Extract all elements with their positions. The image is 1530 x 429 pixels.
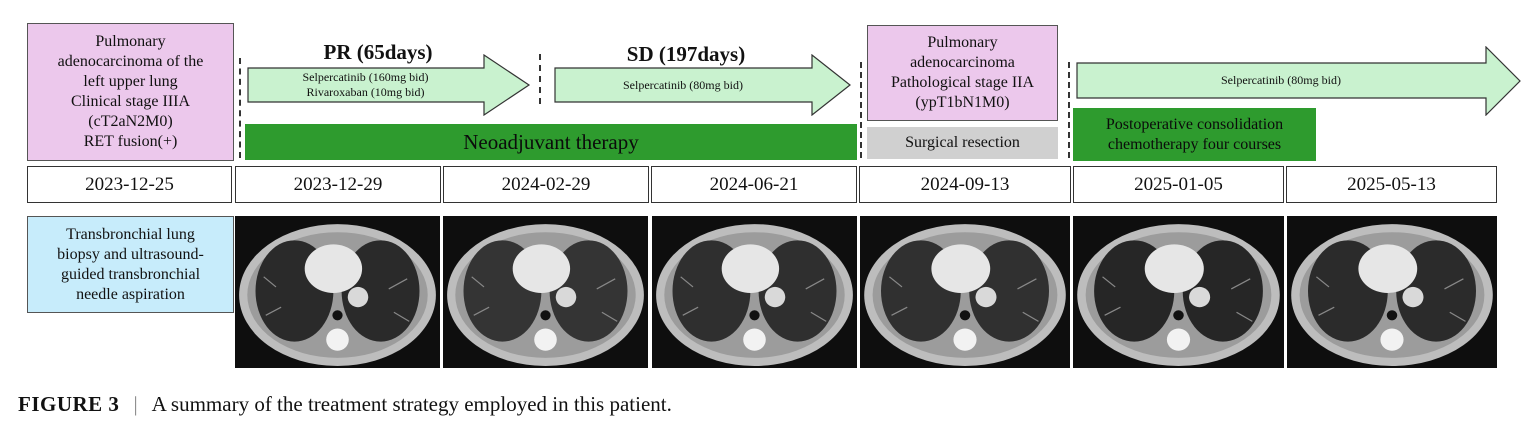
diagnosis-line: (cT2aN2M0) [88,113,173,130]
pathology-line: adenocarcinoma [910,54,1015,71]
caption-separator: | [133,392,138,416]
timeline-divider [539,54,541,104]
postop-line: chemotherapy four courses [1107,135,1282,153]
arrow-shape [247,54,531,116]
pathology-box: Pulmonary adenocarcinoma Pathological st… [867,25,1058,121]
figure-caption: FIGURE 3 | A summary of the treatment stra… [18,392,1218,417]
date-cell: 2024-06-21 [651,166,857,203]
date-cell: 2023-12-29 [235,166,441,203]
drug-line: Selpercatinib (80mg bid) [1221,73,1341,87]
date-text: 2025-01-05 [1134,173,1223,195]
arrow-text: Selpercatinib (80mg bid) [1076,63,1486,98]
treatment-arrow-3: Selpercatinib (80mg bid) [1076,46,1522,116]
figure-label: FIGURE 3 [18,392,120,416]
biopsy-line: Transbronchial lung [66,225,195,243]
phase-label-pr: PR (65days) [323,40,433,64]
diagnosis-line: Clinical stage IIIA [70,93,191,110]
neoadjuvant-therapy-bar: Neoadjuvant therapy [245,124,857,160]
timeline-divider [860,62,862,158]
date-text: 2024-06-21 [709,173,799,195]
ct-scan-image [1287,216,1497,368]
ct-scan-image [443,216,648,368]
timeline-divider [239,58,241,158]
date-text: 2023-12-25 [85,173,174,195]
arrow-shape [554,54,851,116]
ct-scan-image [652,216,857,368]
phase-label-sd: SD (197days) [626,42,746,66]
diagnosis-line: RET fusion(+) [83,133,178,150]
biopsy-line: guided transbronchial [60,265,201,283]
ct-scan-image [1073,216,1284,368]
diagnosis-line: adenocarcinoma of the [57,53,204,70]
arrow-text: Selpercatinib (80mg bid) [554,68,812,102]
date-text: 2024-02-29 [501,173,591,195]
neoadjuvant-label: Neoadjuvant therapy [463,129,639,154]
date-text: 2023-12-29 [293,173,383,195]
date-cell: 2025-01-05 [1073,166,1284,203]
biopsy-box: Transbronchial lung biopsy and ultrasoun… [27,216,234,313]
date-cell: 2023-12-25 [27,166,232,203]
date-cell: 2024-09-13 [859,166,1071,203]
surgery-label: Surgical resection [905,134,1020,151]
surgical-resection-bar: Surgical resection [867,127,1058,159]
caption-text: A summary of the treatment strategy empl… [151,392,672,416]
treatment-arrow-1: Selpercatinib (160mg bid) Rivaroxaban (1… [247,54,531,116]
ct-scan-image [235,216,440,368]
timeline-divider [1068,62,1070,158]
postop-line: Postoperative consolidation [1105,115,1284,133]
diagnosis-line: left upper lung [83,73,178,90]
date-cell: 2025-05-13 [1286,166,1497,203]
date-text: 2024-09-13 [920,173,1010,195]
drug-line: Rivaroxaban (10mg bid) [306,85,425,99]
drug-line: Selpercatinib (160mg bid) [302,70,429,84]
drug-line: Selpercatinib (80mg bid) [623,77,743,92]
ct-scan-image [860,216,1070,368]
arrow-shape [1076,46,1521,116]
date-cell: 2024-02-29 [443,166,649,203]
postoperative-chemo-bar: Postoperative consolidation chemotherapy… [1073,108,1316,161]
diagnosis-line: Pulmonary [95,33,166,50]
pathology-line: Pulmonary [927,34,998,51]
pathology-line: (ypT1bN1M0) [915,94,1010,111]
biopsy-line: needle aspiration [76,285,185,303]
biopsy-line: biopsy and ultrasound- [57,245,204,263]
treatment-arrow-2: Selpercatinib (80mg bid) [554,54,852,116]
pathology-line: Pathological stage IIA [890,74,1035,91]
arrow-text: Selpercatinib (160mg bid) Rivaroxaban (1… [247,68,484,102]
diagnosis-box: Pulmonary adenocarcinoma of the left upp… [27,23,234,161]
date-text: 2025-05-13 [1347,173,1436,195]
